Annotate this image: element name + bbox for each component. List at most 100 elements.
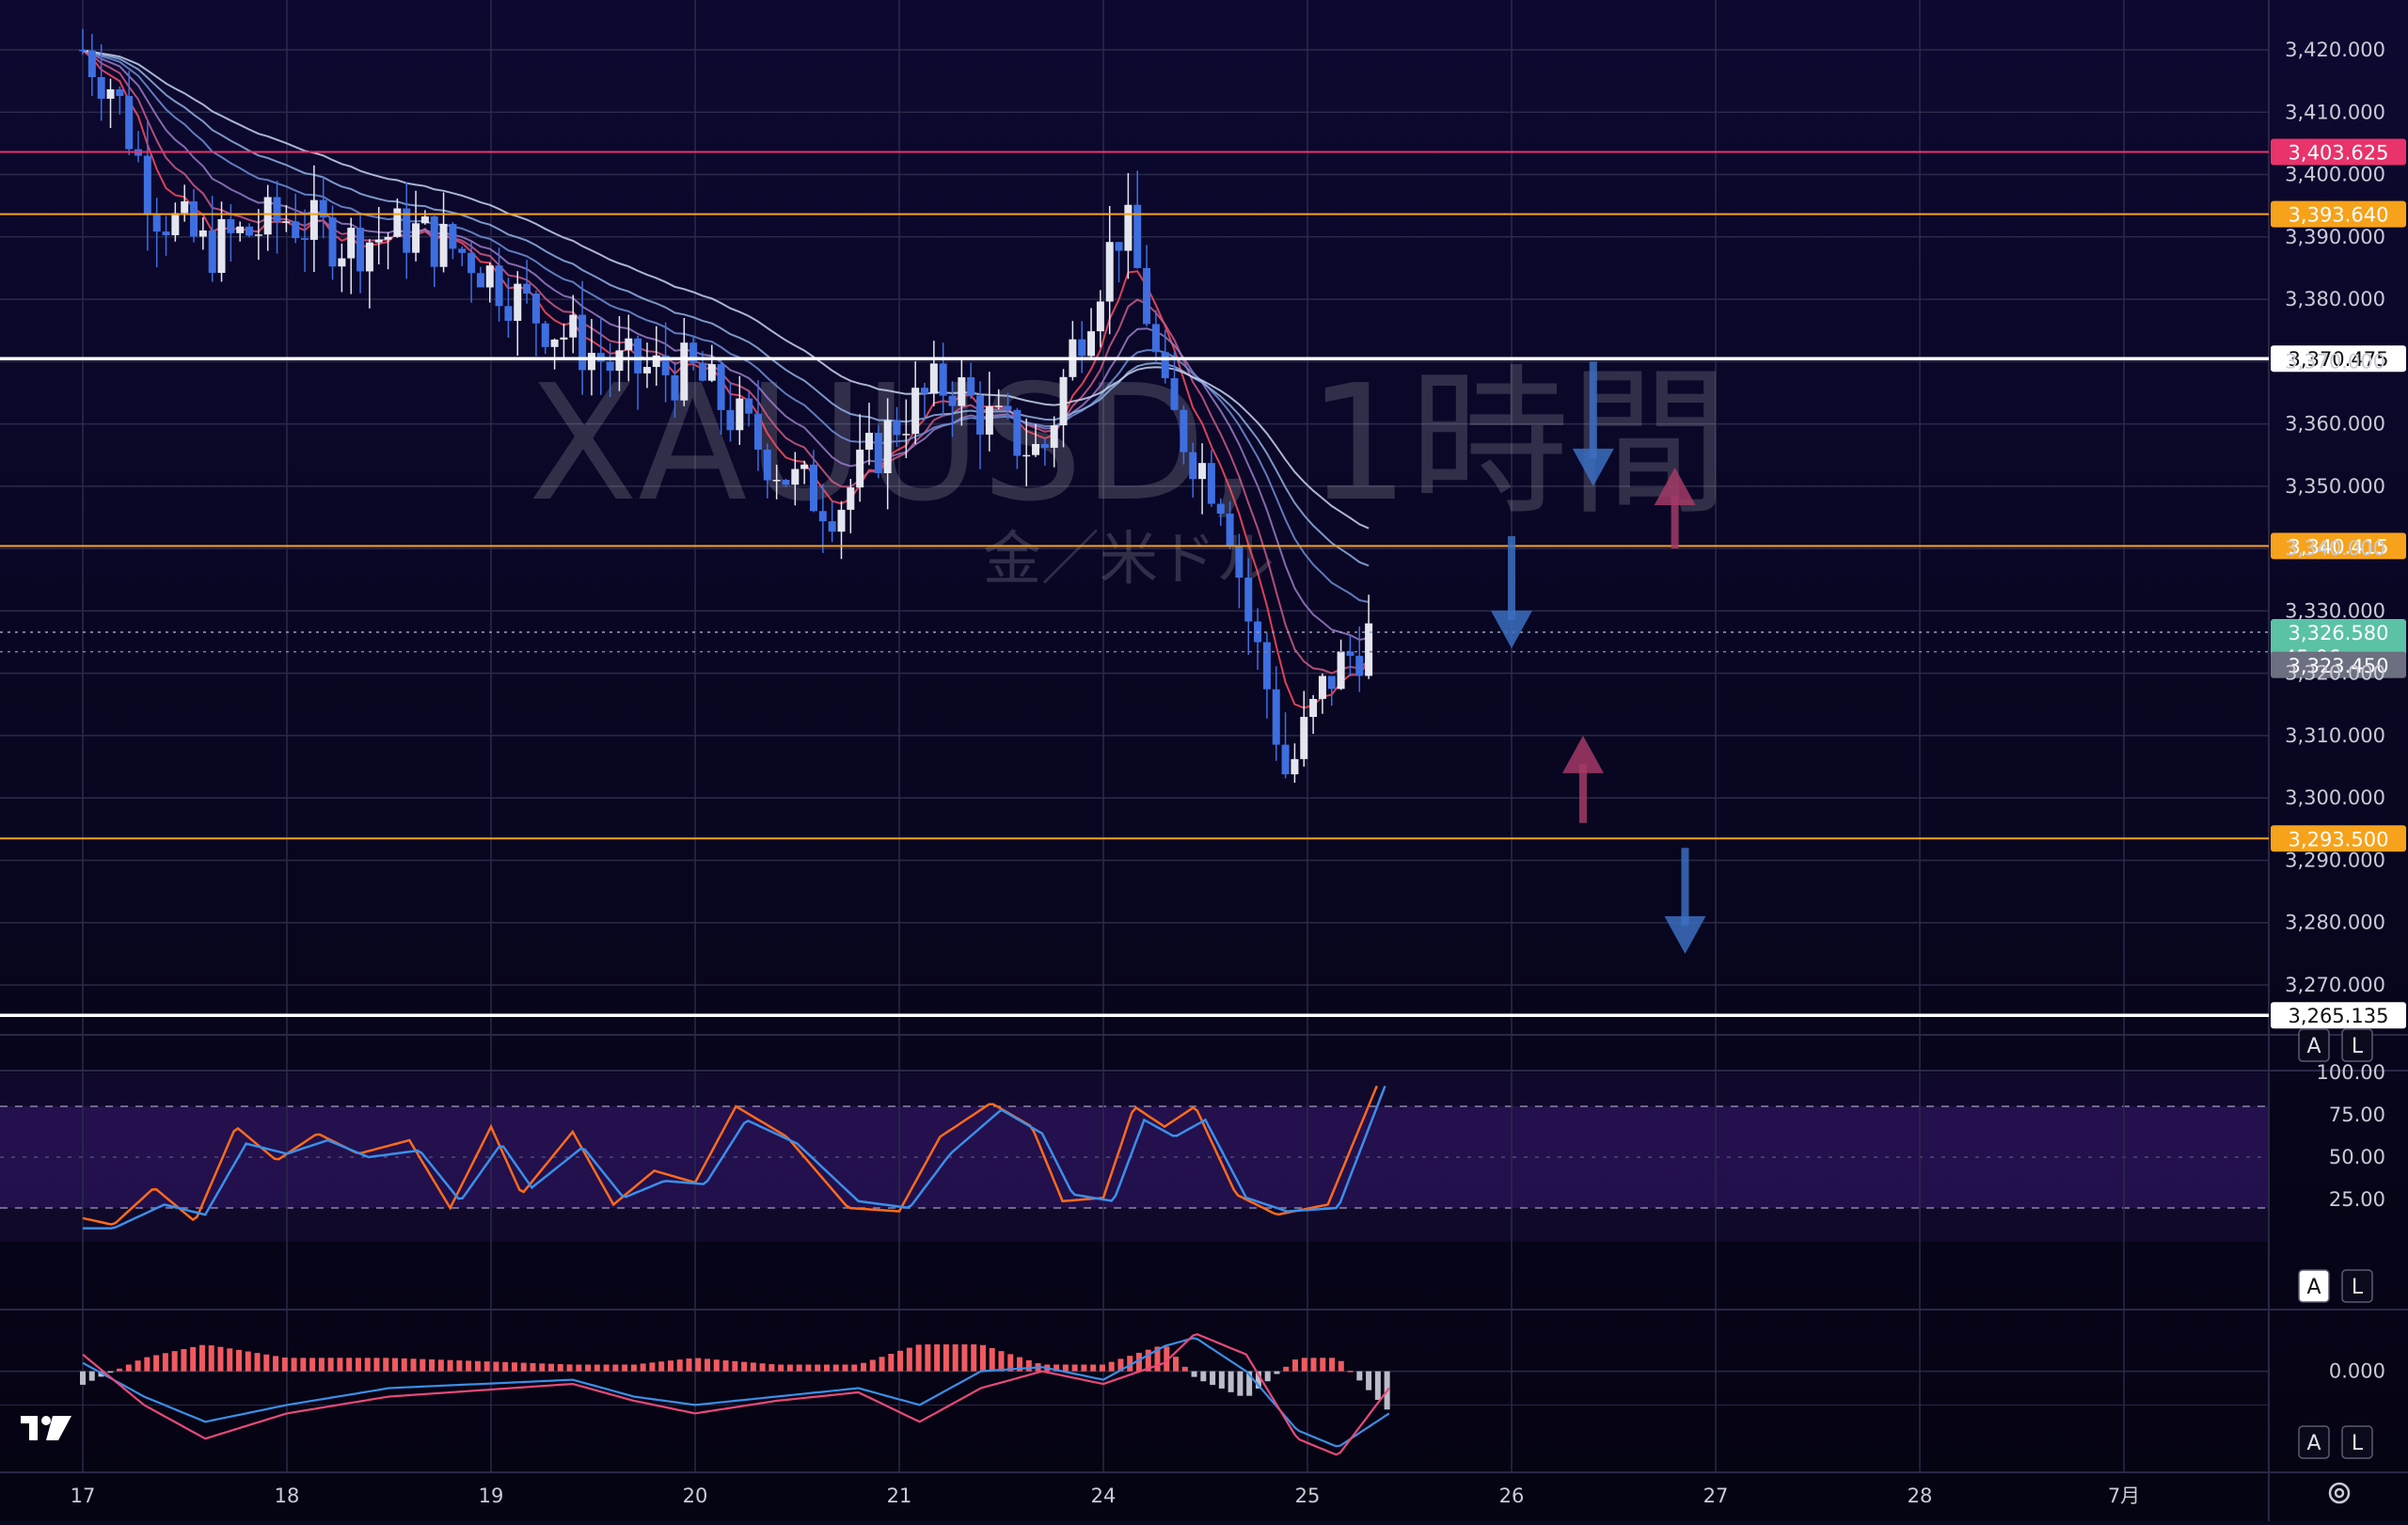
level-price-tag[interactable] — [2271, 825, 2406, 852]
level-line[interactable]: 3,370.475 — [0, 345, 2406, 373]
macd-histogram-bar — [483, 1361, 490, 1372]
candle — [717, 357, 725, 436]
macd-histogram-bar — [162, 1353, 168, 1372]
candle — [504, 278, 513, 338]
pane-a-button[interactable]: A — [2298, 1028, 2330, 1062]
horizontal-levels[interactable]: 3,403.625 3,393.640 3,370.475 3,340.415 3,29… — [0, 138, 2406, 1029]
arrow-up-annotation[interactable] — [1654, 467, 1696, 549]
candle — [578, 280, 587, 395]
level-line[interactable]: 3,340.415 — [0, 532, 2406, 560]
gear-icon[interactable] — [2328, 1482, 2351, 1504]
candle — [902, 399, 911, 458]
macd-histogram-bar — [1264, 1371, 1271, 1382]
candle-body — [680, 342, 689, 401]
level-line[interactable]: 3,393.640 — [0, 200, 2406, 228]
macd-histogram-bar — [144, 1357, 150, 1372]
candle — [772, 465, 781, 500]
macd-histogram-bar — [998, 1351, 1005, 1372]
arrow-down-annotation[interactable] — [1572, 361, 1614, 486]
pane-a-button[interactable]: A — [2298, 1269, 2330, 1303]
macd-histogram-bar — [153, 1355, 160, 1372]
candle — [1337, 639, 1345, 691]
candle — [1355, 626, 1364, 692]
candle-body — [902, 434, 911, 436]
candle — [1050, 416, 1058, 468]
candle-body — [874, 433, 882, 473]
bid-price-tag[interactable] — [2271, 651, 2406, 678]
candle — [181, 184, 189, 222]
candle-body — [1105, 242, 1114, 302]
y-tick-label: 3,380.000 — [2285, 288, 2385, 310]
tradingview-logo[interactable] — [21, 1416, 71, 1440]
macd-histogram-bar — [750, 1362, 756, 1372]
candle — [301, 209, 309, 273]
pane-l-button[interactable]: L — [2341, 1269, 2373, 1303]
pane-l-button[interactable]: L — [2341, 1028, 2373, 1062]
candle-body — [958, 377, 966, 406]
candle-body — [125, 96, 134, 150]
macd-histogram-bar — [355, 1358, 361, 1372]
macd-histogram-bar — [548, 1363, 555, 1372]
candle — [939, 342, 947, 418]
level-price-tag[interactable] — [2271, 200, 2406, 228]
candle-body — [689, 342, 698, 363]
candle — [365, 239, 373, 309]
level-price-label: 3,265.135 — [2289, 1005, 2389, 1027]
candle-body — [106, 88, 115, 99]
arrow-up-annotation[interactable] — [1561, 735, 1604, 823]
pane-a-button[interactable]: A — [2298, 1425, 2330, 1459]
macd-histogram-bar — [1374, 1371, 1381, 1400]
candle — [606, 342, 614, 398]
candle — [1133, 170, 1142, 269]
arrow-down-annotation[interactable] — [1664, 848, 1706, 954]
gear-inner — [2334, 1487, 2345, 1499]
candle — [523, 260, 531, 304]
level-price-tag[interactable] — [2271, 532, 2406, 560]
candle-body — [1151, 324, 1160, 353]
candle-body — [615, 350, 624, 372]
arrow-annotations[interactable] — [1491, 361, 1706, 954]
macd-histogram-bar — [208, 1345, 214, 1372]
candle-body — [403, 208, 411, 253]
level-price-tag[interactable] — [2271, 1002, 2406, 1029]
arrow-down-annotation[interactable] — [1491, 535, 1532, 649]
candle — [763, 443, 771, 499]
candle — [1262, 632, 1271, 719]
arrow-head — [1491, 611, 1532, 649]
arrow-head — [1654, 467, 1696, 505]
x-tick-label: 25 — [1295, 1485, 1321, 1507]
macd-histogram-bar — [1099, 1364, 1105, 1372]
candle-body — [282, 221, 291, 223]
pane-l-button[interactable]: L — [2341, 1425, 2373, 1459]
level-line[interactable]: 3,293.500 — [0, 825, 2406, 852]
level-price-tag[interactable] — [2271, 345, 2406, 373]
macd-histogram-bar — [952, 1344, 958, 1372]
candle-body — [782, 480, 790, 485]
macd-histogram-bar — [539, 1363, 546, 1372]
candle — [282, 204, 291, 232]
level-price-tag[interactable] — [2271, 138, 2406, 166]
candle-body — [560, 337, 568, 340]
macd-histogram-bar — [851, 1364, 858, 1372]
candle — [190, 188, 198, 243]
candle — [1161, 329, 1169, 384]
macd-histogram-bar — [1181, 1366, 1188, 1372]
candle — [87, 34, 96, 97]
logo-mark-right — [46, 1416, 71, 1440]
candle-body — [1032, 443, 1040, 455]
macd-histogram-bar — [337, 1358, 343, 1372]
macd-histogram-bar — [915, 1344, 922, 1372]
candle — [847, 478, 855, 533]
macd-histogram-bar — [943, 1344, 949, 1372]
macd-histogram-bar — [410, 1358, 417, 1372]
macd-signal-line — [82, 1333, 1390, 1456]
level-line[interactable]: 3,403.625 — [0, 138, 2406, 166]
macd-histogram-bar — [768, 1364, 775, 1372]
candle — [800, 460, 809, 485]
candle-body — [550, 339, 559, 347]
macd-histogram-bar — [1154, 1346, 1161, 1372]
candle-body — [79, 50, 87, 52]
macd-histogram-bar — [1347, 1371, 1354, 1373]
level-line[interactable]: 3,265.135 — [0, 1002, 2406, 1029]
